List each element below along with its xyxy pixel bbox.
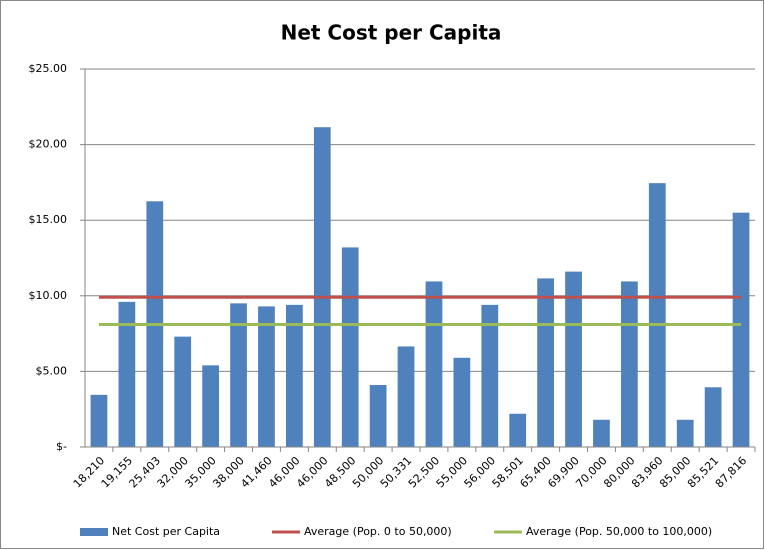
bar xyxy=(230,303,247,447)
bar xyxy=(453,357,471,447)
y-tick-label: $25.00 xyxy=(29,62,68,75)
chart-title: Net Cost per Capita xyxy=(281,21,502,45)
bar xyxy=(286,304,303,447)
bar xyxy=(481,304,499,447)
bar xyxy=(90,394,108,447)
y-tick-label: $5.00 xyxy=(36,364,68,377)
bar xyxy=(676,419,694,447)
bar xyxy=(537,278,554,447)
y-tick-label: $15.00 xyxy=(29,213,68,226)
bar xyxy=(704,387,722,447)
bar xyxy=(732,212,750,447)
bar xyxy=(174,336,192,447)
y-tick-label: $10.00 xyxy=(29,289,68,302)
bar xyxy=(341,247,359,447)
bar xyxy=(369,385,387,447)
y-tick-label: $20.00 xyxy=(29,138,68,151)
bar xyxy=(397,346,415,447)
y-tick-label: $- xyxy=(56,440,67,453)
bar xyxy=(509,413,527,447)
bar xyxy=(313,127,331,447)
bar xyxy=(565,271,582,447)
bar xyxy=(648,183,666,447)
bar xyxy=(425,281,443,447)
bar xyxy=(621,281,638,447)
bar xyxy=(593,419,610,447)
legend-label: Net Cost per Capita xyxy=(112,525,220,538)
legend-label: Average (Pop. 50,000 to 100,000) xyxy=(526,525,712,538)
bar xyxy=(202,365,219,447)
legend-swatch xyxy=(80,528,108,536)
legend-label: Average (Pop. 0 to 50,000) xyxy=(304,525,452,538)
bar xyxy=(258,306,275,447)
bar xyxy=(118,301,136,447)
